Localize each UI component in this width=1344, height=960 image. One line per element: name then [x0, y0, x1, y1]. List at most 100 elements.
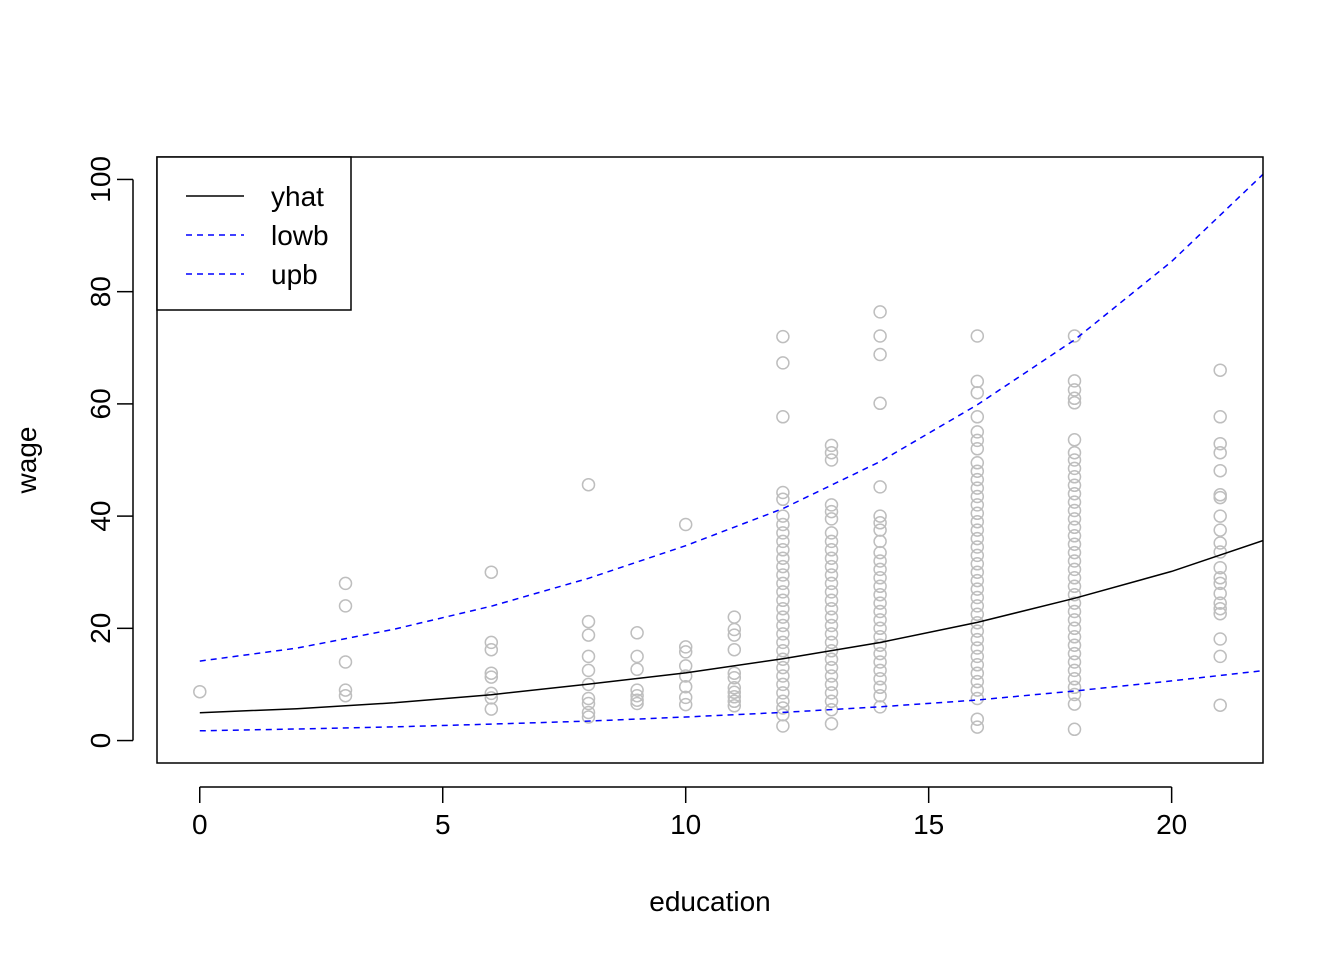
data-point [824, 453, 839, 467]
data-point [824, 551, 839, 565]
data-point [970, 498, 985, 512]
data-point [484, 666, 499, 680]
data-point [873, 509, 887, 523]
data-point [1067, 545, 1082, 560]
data-point [873, 688, 887, 703]
data-point [1067, 461, 1082, 476]
data-point [484, 635, 499, 650]
data-point [776, 601, 790, 616]
data-point [581, 710, 596, 724]
data-point [824, 601, 839, 616]
data-point [727, 628, 742, 642]
data-point [338, 683, 353, 697]
data-point [824, 694, 839, 709]
data-point [1067, 433, 1082, 447]
data-point [630, 693, 644, 707]
data-point [970, 433, 985, 448]
data-point [970, 481, 985, 495]
data-point [581, 705, 596, 720]
data-point [970, 565, 985, 579]
data-point [727, 690, 742, 704]
data-point [581, 696, 596, 711]
data-point [776, 492, 790, 507]
data-point [1067, 391, 1082, 406]
data-point [1213, 509, 1227, 523]
data-point [873, 571, 887, 585]
series-line-yhat [199, 539, 1263, 714]
data-point [1213, 586, 1227, 601]
data-point [776, 644, 790, 658]
data-point [970, 540, 985, 554]
data-point [776, 660, 790, 675]
data-point [1213, 571, 1227, 585]
legend: yhat lowb upb [156, 156, 352, 311]
data-point [1067, 562, 1082, 577]
data-point [1067, 579, 1082, 594]
data-point [970, 607, 985, 622]
data-point [776, 526, 790, 540]
data-point [776, 585, 790, 599]
data-point [1213, 545, 1227, 559]
data-point [970, 582, 985, 596]
data-point [970, 489, 985, 504]
data-point [970, 599, 985, 613]
data-point [776, 686, 790, 700]
plot-frame [156, 156, 1264, 764]
data-point [873, 621, 887, 636]
data-point [873, 516, 887, 530]
data-point [1067, 374, 1082, 388]
data-point [970, 464, 985, 478]
data-point [776, 356, 790, 370]
data-point [1067, 453, 1082, 467]
x-tick-label: 5 [435, 809, 451, 840]
data-point [824, 593, 839, 608]
data-point [1067, 687, 1082, 702]
data-point [727, 666, 742, 680]
data-point [776, 485, 790, 500]
data-point [678, 669, 693, 683]
data-point [1213, 606, 1227, 621]
data-point [678, 679, 693, 694]
data-point [824, 660, 839, 675]
data-point [193, 684, 207, 699]
data-point [776, 618, 790, 633]
x-tick-label: 0 [192, 809, 208, 840]
data-point [1067, 478, 1082, 493]
data-point [1067, 604, 1082, 619]
data-point [678, 645, 693, 659]
data-point [678, 690, 693, 705]
data-point [776, 627, 790, 641]
y-axis: 0 20 40 60 80 100 [85, 156, 134, 748]
data-point [970, 683, 985, 697]
data-point [581, 628, 596, 642]
data-point [824, 504, 839, 519]
y-axis-label: wage [11, 427, 42, 495]
data-point [678, 640, 693, 654]
legend-label-lowb: lowb [271, 220, 329, 251]
data-point [873, 305, 887, 319]
data-point [1067, 613, 1082, 627]
data-point [1067, 495, 1082, 509]
data-point [970, 590, 985, 605]
data-point [970, 615, 985, 630]
data-point [873, 613, 887, 627]
data-point [873, 587, 887, 602]
data-point [1067, 663, 1082, 678]
data-point [1067, 587, 1082, 602]
data-point [776, 669, 790, 683]
data-point [1213, 463, 1227, 478]
y-tick-label: 80 [85, 276, 116, 307]
series-line-lowb [199, 669, 1263, 732]
data-point [727, 642, 742, 657]
data-point [776, 568, 790, 582]
series-line-upb [199, 173, 1263, 662]
data-point [630, 696, 644, 711]
data-point [824, 445, 839, 460]
data-point [873, 638, 887, 652]
data-point [1067, 638, 1082, 652]
data-point [970, 329, 985, 343]
data-point [678, 517, 693, 532]
data-point [873, 329, 887, 343]
data-point [1213, 410, 1227, 424]
